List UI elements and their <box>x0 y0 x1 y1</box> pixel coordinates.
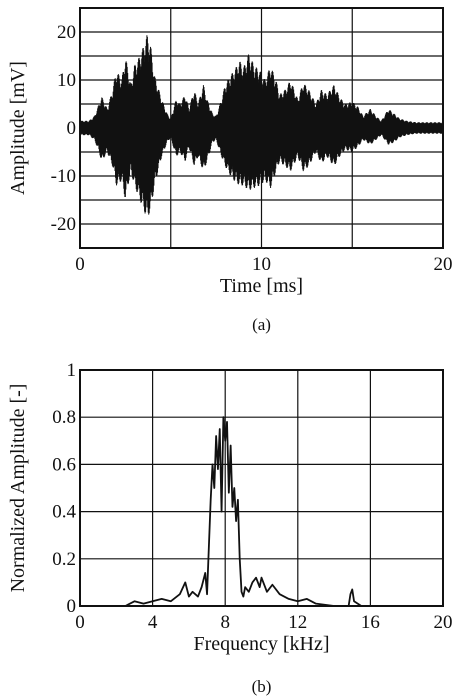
b-x-tick-label: 0 <box>75 612 85 633</box>
panel-a-signal-line <box>79 35 444 215</box>
panel-a-y-axis-label: Amplitude [mV] <box>7 61 29 195</box>
b-y-tick-label: 0.4 <box>52 502 76 523</box>
panel-a-x-axis-label: Time [ms] <box>220 275 303 297</box>
panel-b-x-axis-label: Frequency [kHz] <box>193 633 329 655</box>
a-x-tick-label: 10 <box>252 254 271 275</box>
panel-a-amplitude-time: 0 10 20 20 10 0 -10 -20 Time [ms] Amplitude [mV… <box>7 7 453 334</box>
a-y-tick-label: 10 <box>57 70 76 91</box>
a-y-tick-label: 0 <box>67 118 77 139</box>
b-y-tick-label: 0.8 <box>52 407 76 428</box>
b-y-tick-label: 1 <box>67 360 77 381</box>
panel-b-y-axis-label: Normalized Amplitude [-] <box>7 384 29 593</box>
b-y-tick-label: 0.6 <box>52 454 76 475</box>
b-x-tick-label: 16 <box>361 612 380 633</box>
panel-a-tick-labels: 0 10 20 20 10 0 -10 -20 <box>51 22 453 275</box>
a-x-tick-label: 20 <box>434 254 453 275</box>
panel-b-caption: (b) <box>252 677 272 696</box>
b-x-tick-label: 8 <box>220 612 230 633</box>
b-x-tick-label: 4 <box>148 612 158 633</box>
panel-a-frame <box>79 7 444 249</box>
a-y-tick-label: -10 <box>51 166 76 187</box>
b-x-tick-label: 20 <box>434 612 453 633</box>
panel-a-data <box>79 35 444 215</box>
b-y-tick-label: 0.2 <box>52 549 76 570</box>
panel-b-spectrum-line <box>80 416 443 607</box>
b-y-tick-label: 0 <box>67 596 77 617</box>
panel-b-data <box>80 416 443 607</box>
a-y-tick-label: 20 <box>57 22 76 43</box>
panel-b-tick-labels: 0 4 8 12 16 20 1 0.8 0.6 0.4 0.2 0 <box>52 360 452 633</box>
a-y-tick-label: -20 <box>51 214 76 235</box>
b-x-tick-label: 12 <box>288 612 307 633</box>
panel-b-frame <box>79 369 444 607</box>
a-x-tick-label: 0 <box>75 254 85 275</box>
panel-a-caption: (a) <box>252 315 271 334</box>
panel-b-grid <box>80 370 443 606</box>
